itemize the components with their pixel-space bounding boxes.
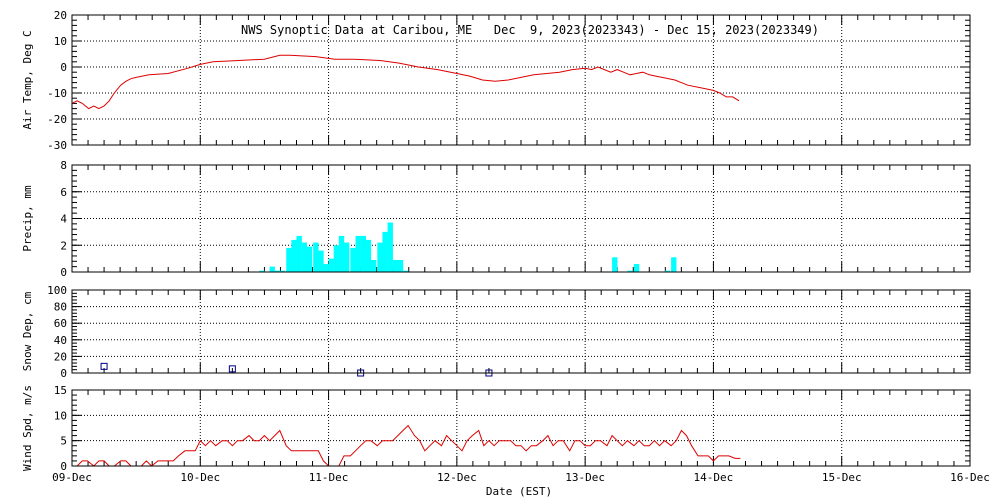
x-tick-label: 12-Dec (437, 471, 477, 484)
panel-snow: 0 20 40 60 80 100 Snow Dep, cm (21, 284, 971, 380)
precip-bar (323, 263, 329, 272)
x-axis-label: Date (EST) (486, 485, 552, 498)
panel-frame (71, 164, 971, 273)
precip-bar (338, 235, 345, 272)
precip-bar (306, 246, 313, 272)
precip-bar (291, 239, 297, 272)
precip-bar (318, 250, 324, 272)
y-tick-label: 40 (54, 334, 67, 347)
chart-panels: -30 -20 -10 0 10 20 Air Temp, Deg C 0 2 4 6 8 Precip… (21, 9, 990, 484)
y-axis-label: Air Temp, Deg C (21, 30, 34, 129)
x-tick-label: 14-Dec (694, 471, 734, 484)
y-tick-label: 0 (60, 266, 67, 279)
x-tick-label: 09-Dec (52, 471, 92, 484)
panel-wind: 0 5 10 15 Wind Spd, m/s (21, 384, 971, 473)
precip-bar (269, 266, 275, 272)
precip-bar (296, 235, 302, 272)
precip-bar (328, 258, 334, 272)
precip-bar (286, 247, 292, 272)
x-tick-label: 16-Dec (950, 471, 990, 484)
y-axis-label: Wind Spd, m/s (21, 385, 34, 471)
panel-frame (71, 14, 971, 146)
precip-bar (355, 235, 361, 272)
panel-precip: 0 2 4 6 8 Precip, mm (21, 159, 971, 279)
precip-bar (392, 259, 399, 272)
panel-temp: -30 -20 -10 0 10 20 Air Temp, Deg C (21, 9, 971, 152)
precip-bar (633, 263, 640, 272)
y-axis-label: Precip, mm (21, 185, 34, 252)
y-tick-label: 10 (54, 409, 67, 422)
precip-bar (301, 242, 307, 272)
precip-bar (382, 231, 388, 272)
y-tick-label: 8 (60, 159, 67, 172)
precip-bar (402, 270, 409, 272)
x-tick-label: 10-Dec (180, 471, 220, 484)
panel-frame (71, 289, 971, 374)
snow-depth-marker (100, 362, 108, 370)
snow-depth-marker (228, 365, 236, 373)
precip-bar (377, 242, 383, 272)
precip-bar (274, 270, 281, 272)
x-tick-label: 11-Dec (309, 471, 349, 484)
y-tick-label: 20 (54, 9, 67, 22)
y-tick-label: -10 (47, 87, 67, 100)
temp-series-line (71, 54, 740, 110)
y-tick-label: 5 (60, 435, 67, 448)
y-tick-label: 0 (60, 367, 67, 380)
precip-bar (370, 259, 377, 272)
precip-bar (360, 235, 366, 272)
precip-bar (259, 270, 265, 272)
precip-bar (333, 245, 340, 272)
wind-series-line (72, 424, 741, 467)
precip-bar (365, 239, 372, 272)
y-tick-label: 20 (54, 350, 67, 363)
y-tick-label: 0 (60, 61, 67, 74)
x-tick-label: 15-Dec (822, 471, 862, 484)
y-tick-label: -20 (47, 113, 67, 126)
y-tick-label: 2 (60, 239, 67, 252)
precip-bar (343, 242, 350, 272)
precip-bar (387, 222, 393, 272)
precip-bar (279, 270, 286, 272)
y-tick-label: 60 (54, 317, 67, 330)
x-tick-label: 13-Dec (565, 471, 605, 484)
panel-frame (71, 389, 971, 467)
y-axis-label: Snow Dep, cm (21, 291, 34, 371)
precip-bar (313, 242, 319, 272)
y-tick-label: 80 (54, 301, 67, 314)
y-tick-label: -30 (47, 139, 67, 152)
y-tick-label: 15 (54, 384, 67, 397)
chart-title: NWS Synoptic Data at Caribou, ME Dec 9, … (241, 23, 819, 37)
precip-bar (664, 270, 671, 272)
y-tick-label: 10 (54, 35, 67, 48)
precip-bar (627, 270, 633, 272)
y-tick-label: 6 (60, 186, 67, 199)
precip-bar (350, 247, 356, 272)
y-tick-label: 0 (60, 460, 67, 473)
precip-bar (671, 257, 677, 272)
y-tick-label: 4 (60, 213, 67, 226)
precip-bar (612, 257, 618, 272)
y-tick-label: 100 (47, 284, 67, 297)
precip-bar (397, 259, 404, 272)
